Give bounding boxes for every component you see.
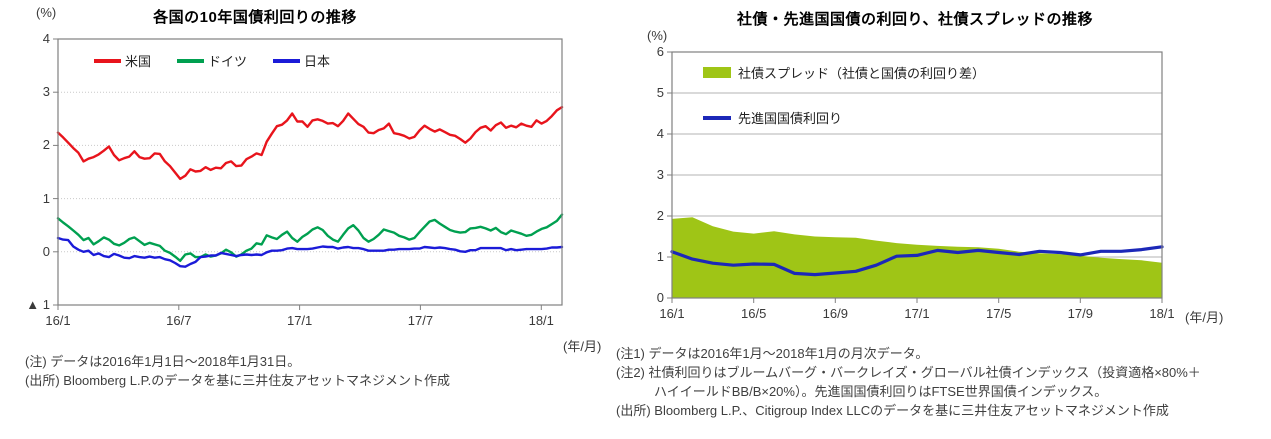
y-axis-tick-label: 5 [656, 85, 664, 100]
left-legend: 米国 ドイツ 日本 [94, 51, 330, 70]
y-axis-tick-label: 4 [42, 31, 50, 46]
y-axis-tick-label: 0 [656, 290, 664, 305]
y-axis-tick-label: 2 [656, 208, 664, 223]
left-x-axis-unit-label: (年/月) [563, 339, 602, 354]
y-axis-tick-label: 4 [656, 126, 664, 141]
japan-line-swatch-icon [273, 58, 301, 63]
left-note-line: (注) データは2016年1月1日～2018年1月31日。 [25, 354, 301, 369]
right-chart-title: 社債・先進国国債の利回り、社債スプレッドの推移 [737, 11, 1093, 28]
x-axis-tick-label: 17/7 [407, 313, 434, 328]
right-plot-area [667, 51, 1164, 303]
x-axis-tick-label: 17/9 [1067, 306, 1093, 321]
legend-label-spread: 社債スプレッド（社債と国債の利回り差） [738, 66, 986, 81]
x-axis-tick-label: 16/1 [45, 313, 71, 328]
right-note2-line: (注2) 社債利回りはブルームバーグ・バークレイズ・グローバル社債インデックス（… [616, 365, 1201, 380]
x-axis-tick-label: 16/9 [822, 306, 848, 321]
left-chart-notes: (注) データは2016年1月1日～2018年1月31日。 (出所) Bloom… [25, 352, 450, 390]
y-axis-tick-label: 2 [42, 137, 50, 153]
y-axis-tick-label: ▲ 1 [26, 297, 50, 312]
legend-label-us: 米国 [125, 54, 152, 69]
left-y-axis-unit-label: (%) [36, 5, 57, 20]
legend-label-japan: 日本 [304, 54, 331, 69]
right-legend-govt-yield: 先進国国債利回り [703, 108, 842, 127]
right-source-line: (出所) Bloomberg L.P.、Citigroup Index LLCの… [616, 403, 1169, 418]
right-chart-notes: (注1) データは2016年1月～2018年1月の月次データ。 (注2) 社債利… [616, 344, 1201, 420]
y-axis-tick-label: 0 [42, 243, 50, 259]
left-source-line: (出所) Bloomberg L.P.のデータを基に三井住友アセットマネジメント… [25, 373, 450, 388]
y-axis-tick-label: 3 [42, 84, 50, 100]
right-x-axis-unit-label: (年/月) [1185, 310, 1224, 325]
x-axis-tick-label: 17/1 [286, 313, 313, 328]
right-note1-line: (注1) データは2016年1月～2018年1月の月次データ。 [616, 346, 929, 361]
y-axis-tick-label: 6 [656, 44, 664, 59]
y-axis-tick-label: 1 [656, 249, 664, 264]
germany-line-swatch-icon [177, 58, 205, 63]
x-axis-tick-label: 16/5 [741, 306, 767, 321]
govt-yield-line-swatch-icon [703, 115, 731, 120]
spread-area-swatch-icon [703, 67, 731, 78]
x-axis-tick-label: 18/1 [1149, 306, 1175, 321]
legend-item-germany: ドイツ [177, 51, 247, 70]
x-axis-tick-label: 16/1 [659, 306, 685, 321]
us-line-swatch-icon [94, 58, 121, 63]
x-axis-tick-label: 18/1 [528, 313, 554, 328]
legend-label-germany: ドイツ [208, 54, 248, 69]
left-plot-area [53, 38, 564, 310]
legend-label-govt-yield: 先進国国債利回り [738, 111, 843, 126]
x-axis-tick-label: 16/7 [166, 313, 192, 328]
legend-item-japan: 日本 [273, 51, 330, 70]
legend-item-us: 米国 [94, 51, 151, 70]
x-axis-tick-label: 17/1 [904, 306, 930, 321]
y-axis-tick-label: 3 [656, 167, 664, 182]
y-axis-tick-label: 1 [42, 190, 50, 206]
left-chart-title: 各国の10年国債利回りの推移 [153, 9, 357, 26]
right-legend-spread: 社債スプレッド（社債と国債の利回り差） [703, 63, 985, 82]
right-y-axis-unit-label: (%) [647, 28, 668, 43]
x-axis-tick-label: 17/5 [986, 306, 1012, 321]
right-note2-continued-line: ハイイールドBB/B×20%）。先進国国債利回りはFTSE世界国債インデックス。 [654, 384, 1108, 399]
